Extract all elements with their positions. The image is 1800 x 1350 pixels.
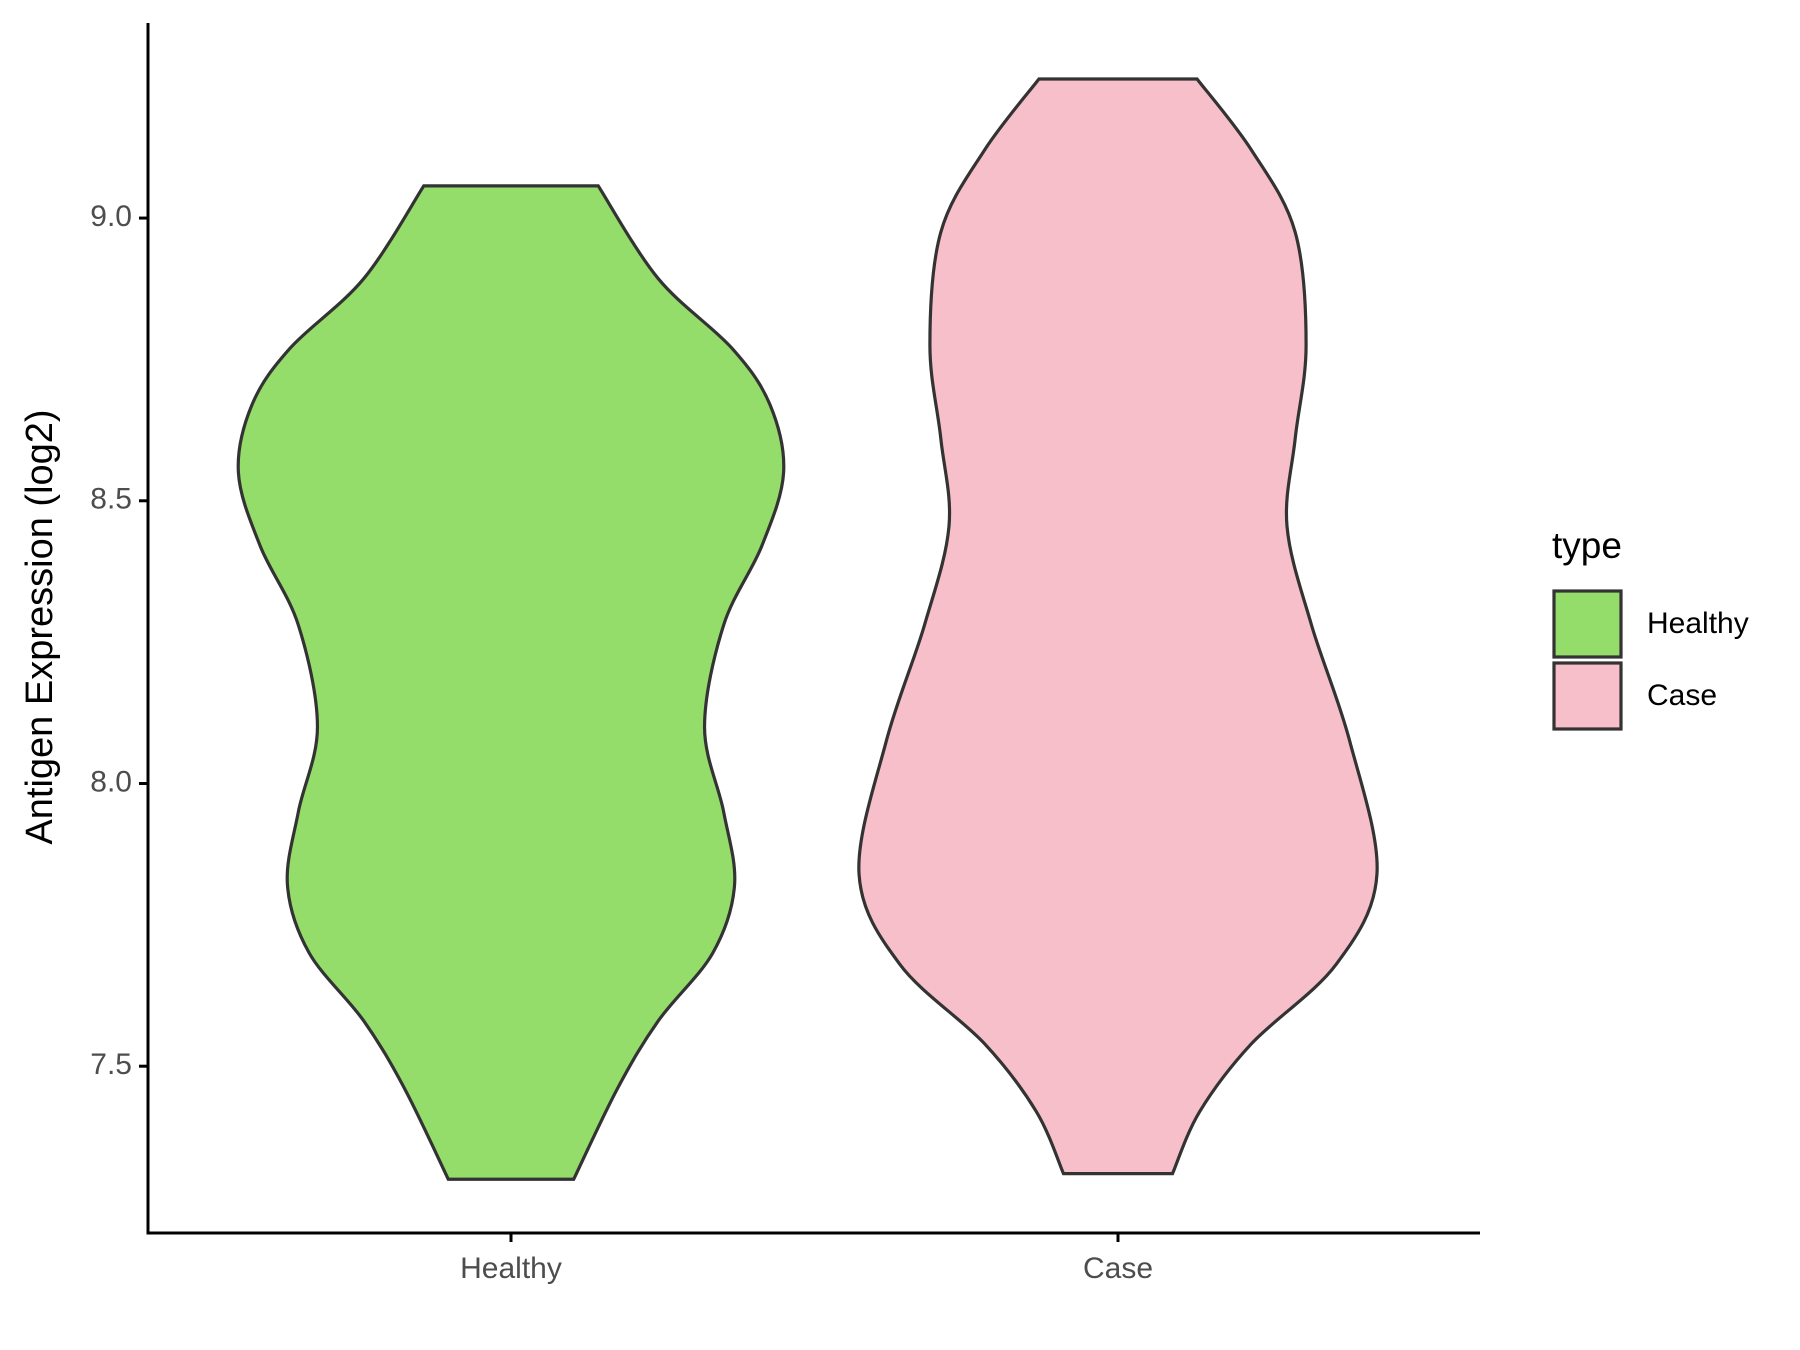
y-axis-title: Antigen Expression (log2) [19, 409, 61, 844]
x-tick-label: Healthy [460, 1252, 562, 1285]
y-tick-label: 9.0 [90, 200, 132, 233]
y-tick-label: 8.5 [90, 483, 132, 516]
legend-key [1552, 589, 1623, 659]
violin [236, 184, 786, 1181]
legend-title: type [1552, 525, 1622, 566]
legend-label: Case [1647, 679, 1717, 712]
legend-label: Healthy [1647, 607, 1749, 640]
y-tick-label: 8.0 [90, 765, 132, 798]
y-tick-label: 7.5 [90, 1048, 132, 1081]
legend-key [1552, 661, 1623, 731]
x-tick-label: Case [1083, 1252, 1153, 1285]
violin [857, 77, 1379, 1176]
